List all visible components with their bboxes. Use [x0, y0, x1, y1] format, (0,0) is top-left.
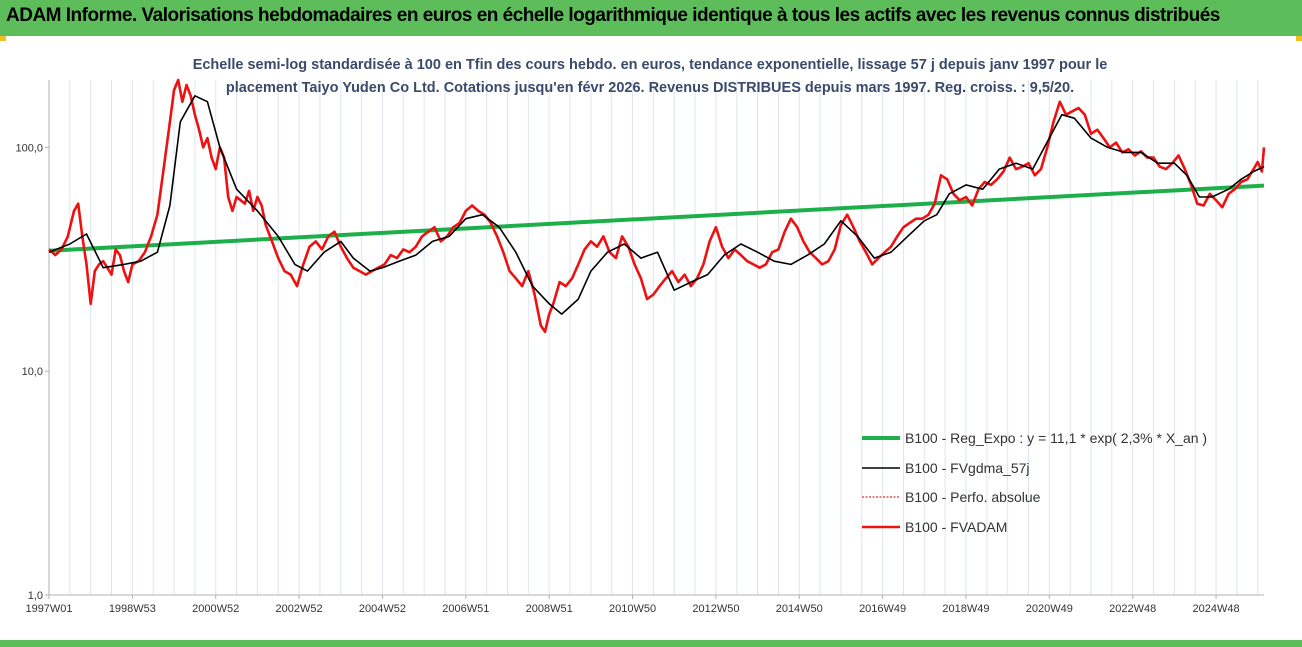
- x-tick-label: 2012W50: [692, 603, 739, 615]
- y-tick-label: 1,0: [28, 590, 43, 602]
- x-tick-label: 2016W49: [859, 603, 906, 615]
- x-tick-label: 2022W48: [1109, 603, 1156, 615]
- x-tick-label: 2006W51: [442, 603, 489, 615]
- corner-mark: [0, 36, 6, 41]
- title-banner: ADAM Informe. Valorisations hebdomadaire…: [0, 0, 1302, 36]
- y-tick-label: 100,0: [15, 142, 43, 154]
- gridlines: [69, 80, 1259, 595]
- legend-label-perf: B100 - Perfo. absolue: [905, 489, 1041, 505]
- legend-label-trend: B100 - Reg_Expo : y = 11,1 * exp( 2,3% *…: [905, 430, 1207, 446]
- report-title: ADAM Informe. Valorisations hebdomadaire…: [6, 5, 1220, 26]
- axes: [45, 80, 1264, 599]
- x-tick-label: 1998W53: [109, 603, 156, 615]
- series-line-fvadam: [48, 78, 1266, 334]
- x-tick-label: 2020W49: [1026, 603, 1073, 615]
- series-line-smooth: [48, 94, 1265, 315]
- x-tick-label: 2004W52: [359, 603, 406, 615]
- chart-area: 1,0 10,0 100,0 1997W01 1998W53 2000W52 2002W52…: [0, 36, 1302, 647]
- y-tick-label: 10,0: [22, 366, 43, 378]
- legend: B100 - Reg_Expo : y = 11,1 * exp( 2,3% *…: [862, 430, 1207, 535]
- x-tick-label: 2024W48: [1193, 603, 1240, 615]
- legend-label-fvadam: B100 - FVADAM: [905, 519, 1007, 535]
- tick-labels: 1,0 10,0 100,0 1997W01 1998W53 2000W52 2002W52…: [15, 142, 1239, 615]
- legend-label-smooth: B100 - FVgdma_57j: [905, 460, 1030, 476]
- chart-title: Echelle semi-log standardisée à 100 en T…: [192, 57, 1108, 96]
- x-tick-label: 2008W51: [526, 603, 573, 615]
- series-lines: [48, 78, 1266, 334]
- corner-mark: [1296, 36, 1302, 41]
- x-tick-label: 2010W50: [609, 603, 656, 615]
- x-tick-label: 2018W49: [942, 603, 989, 615]
- bottom-border: [0, 640, 1302, 647]
- chart-plot: 1,0 10,0 100,0 1997W01 1998W53 2000W52 2002W52…: [15, 78, 1266, 615]
- x-tick-label: 2000W52: [192, 603, 239, 615]
- series-line-trend: [48, 183, 1265, 253]
- x-tick-label: 2014W50: [776, 603, 823, 615]
- x-tick-label: 2002W52: [276, 603, 323, 615]
- x-tick-label: 1997W01: [25, 603, 72, 615]
